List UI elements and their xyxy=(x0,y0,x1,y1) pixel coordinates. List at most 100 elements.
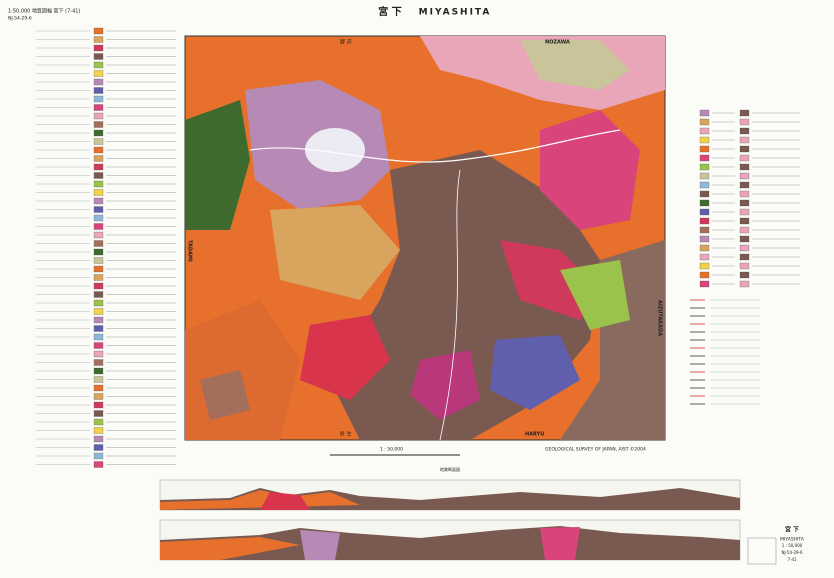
legend-swatch xyxy=(93,265,104,273)
unit xyxy=(520,40,630,90)
adjacent-east-en: AIZUTAKADA xyxy=(657,300,663,336)
legend-swatch xyxy=(93,146,104,154)
legend-swatch xyxy=(93,172,104,179)
legend-swatch xyxy=(93,129,104,137)
river xyxy=(439,169,461,441)
legend-swatch xyxy=(93,393,104,400)
legend-swatch xyxy=(93,197,104,205)
legend-swatch xyxy=(699,127,710,135)
legend-swatch xyxy=(93,180,104,188)
legend-swatch xyxy=(699,217,710,225)
corner-code: NJ-54-29-6 xyxy=(781,550,803,555)
legend-swatch xyxy=(739,118,750,126)
legend-swatch xyxy=(699,235,710,243)
legend-swatch xyxy=(739,127,750,135)
legend-swatch xyxy=(93,342,104,349)
legend-swatch xyxy=(699,262,710,270)
legend-swatch xyxy=(739,280,750,288)
legend-swatch xyxy=(93,282,104,290)
unit xyxy=(200,370,250,420)
unit xyxy=(300,315,390,400)
legend-swatch xyxy=(93,410,104,417)
legend-swatch xyxy=(699,190,710,198)
legend-swatch xyxy=(93,325,104,332)
section-a-unit xyxy=(160,490,360,510)
legend-swatch xyxy=(93,112,104,120)
index-map xyxy=(747,537,777,565)
legend-swatch xyxy=(739,172,750,180)
legend-swatch xyxy=(699,208,710,216)
unit xyxy=(560,260,630,330)
legend-swatch xyxy=(93,61,104,69)
unit xyxy=(270,205,400,300)
legend-swatch xyxy=(739,154,750,162)
legend-swatch xyxy=(93,299,104,307)
title-ja: 宮 下 xyxy=(378,5,401,18)
corner-title-ja: 宮 下 xyxy=(785,526,799,534)
legend-swatch xyxy=(93,435,104,443)
legend-swatch xyxy=(699,244,710,252)
legend-swatch xyxy=(93,444,104,451)
river xyxy=(249,129,621,163)
unit xyxy=(560,240,665,440)
legend-swatch xyxy=(93,138,104,145)
legend-swatch xyxy=(739,262,750,270)
legend-swatch xyxy=(93,155,104,162)
legend-swatch xyxy=(699,154,710,162)
legend-swatch xyxy=(93,223,104,230)
legend-swatch xyxy=(93,291,104,298)
legend-swatch xyxy=(739,226,750,234)
geologic-map: 野 沢 NOZAWA 針 生 HARYU TADAMI AIZUTAKADA xyxy=(184,35,666,441)
legend-swatch xyxy=(739,190,750,198)
legend-swatch xyxy=(93,461,104,468)
cross-sections: 地質断面図 xyxy=(159,466,741,561)
legend-swatch xyxy=(93,240,104,247)
legend-swatch xyxy=(93,248,104,256)
legend-swatch xyxy=(739,109,750,117)
unit xyxy=(185,100,250,230)
legend-swatch xyxy=(739,199,750,207)
legend-swatch xyxy=(93,70,104,77)
section-b-unit xyxy=(160,537,300,560)
adjacent-south: 針 生 xyxy=(340,431,352,438)
legend-swatch xyxy=(699,280,710,288)
legend-swatch xyxy=(93,95,104,103)
legend-right xyxy=(690,109,800,405)
sections-title: 地質断面図 xyxy=(440,466,460,472)
sheet-code: NJ-54-29-6 xyxy=(8,16,32,22)
legend-swatch xyxy=(93,316,104,324)
publisher: GEOLOGICAL SURVEY OF JAPAN, AIST ©2004 xyxy=(545,446,646,453)
legend-swatch xyxy=(93,401,104,409)
legend-swatch xyxy=(93,214,104,222)
legend-swatch xyxy=(699,145,710,153)
corner-number: 7-41 xyxy=(787,557,797,562)
adjacent-north: 野 沢 xyxy=(340,39,352,46)
adjacent-west-en: TADAMI xyxy=(187,240,193,262)
section-b-unit xyxy=(300,530,340,560)
adjacent-north-en: NOZAWA xyxy=(545,40,570,46)
legend-swatch xyxy=(739,136,750,144)
legend-swatch xyxy=(699,181,710,189)
legend-swatch xyxy=(739,181,750,189)
corner-title: 宮 下 MIYASHITA 1 : 50,000 NJ-54-29-6 7-41 xyxy=(747,526,805,565)
legend-swatch xyxy=(93,87,104,94)
legend-swatch xyxy=(93,231,104,239)
legend-swatch xyxy=(739,271,750,279)
title-en: MIYASHITA xyxy=(419,8,492,18)
legend-swatch xyxy=(699,163,710,171)
legend-swatch xyxy=(93,418,104,426)
legend-swatch xyxy=(699,118,710,126)
legend-swatch xyxy=(93,27,104,35)
legend-swatch xyxy=(699,253,710,261)
legend-swatch xyxy=(93,350,104,358)
series-title: 1:50,000 地質図幅 宮下 (7-41) xyxy=(8,8,80,15)
legend-swatch xyxy=(699,136,710,144)
corner-title-en: MIYASHITA xyxy=(780,537,805,543)
unit xyxy=(305,128,365,172)
legend-swatch xyxy=(93,189,104,196)
legend-swatch xyxy=(739,217,750,225)
legend-swatch xyxy=(699,172,710,180)
legend-swatch xyxy=(93,36,104,43)
legend-swatch xyxy=(93,333,104,341)
